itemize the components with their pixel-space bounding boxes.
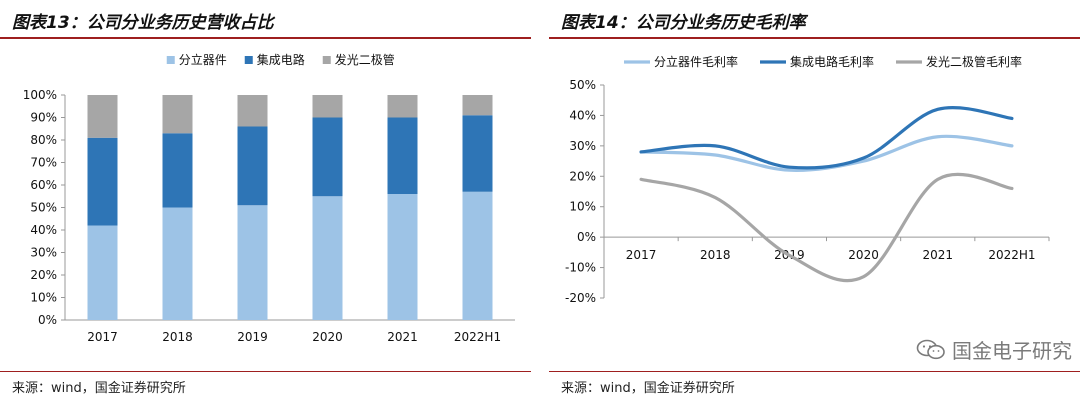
title-rule	[549, 37, 1080, 39]
bar-segment	[87, 95, 118, 138]
x-tick-label: 2022H1	[454, 330, 501, 344]
legend-swatch	[322, 56, 331, 64]
figure-label: 图表14：	[561, 13, 636, 33]
y-tick-label: 40%	[569, 108, 596, 122]
source-rule	[549, 371, 1080, 372]
x-tick-label: 2019	[237, 330, 268, 344]
legend-label: 分立器件	[179, 52, 227, 67]
bar-segment	[87, 225, 118, 320]
source-note: 来源：wind，国金证券研究所	[561, 381, 735, 396]
y-tick-label: 60%	[30, 178, 57, 192]
wechat-icon	[916, 339, 945, 359]
x-tick-label: 2020	[312, 330, 343, 344]
legend-label: 分立器件毛利率	[654, 54, 738, 69]
y-tick-label: 0%	[577, 230, 596, 244]
y-tick-label: 30%	[30, 246, 57, 260]
y-tick-label: 40%	[30, 223, 57, 237]
y-tick-label: 10%	[30, 291, 57, 305]
bar-segment	[237, 126, 268, 206]
x-tick-label: 2021	[922, 248, 953, 262]
x-tick-label: 2018	[162, 330, 193, 344]
y-tick-label: 50%	[569, 78, 596, 92]
y-tick-label: 0%	[38, 313, 57, 327]
x-tick-label: 2020	[848, 248, 879, 262]
chart-title: 公司分业务历史毛利率	[635, 13, 806, 33]
bar-segment	[87, 137, 118, 226]
series-line	[639, 134, 1014, 172]
watermark-text: 国金电子研究	[952, 339, 1072, 363]
y-tick-label: 50%	[30, 201, 57, 215]
bar-segment	[162, 133, 193, 208]
bar-segment	[462, 115, 493, 192]
source-note: 来源：wind，国金证券研究所	[12, 381, 186, 396]
y-tick-label: -20%	[565, 291, 596, 305]
y-tick-label: -10%	[565, 261, 596, 275]
y-tick-label: 10%	[569, 200, 596, 214]
legend-label: 发光二极管毛利率	[926, 54, 1022, 69]
figure-title: 图表14：公司分业务历史毛利率	[561, 8, 806, 33]
revenue-share-chart: 0% 10% 20% 30% 40% 50% 60% 70% 80% 90% 100% 2017 201…	[23, 52, 515, 344]
chart-title: 公司分业务历史营收占比	[86, 13, 274, 33]
figure-title: 图表13：公司分业务历史营收占比	[12, 8, 274, 33]
y-tick-label: 100%	[23, 88, 57, 102]
bar-segment	[387, 95, 418, 118]
title-rule	[0, 37, 531, 39]
bar-segment	[462, 95, 493, 116]
x-tick-label: 2017	[626, 248, 657, 262]
gross-margin-chart: -20%-10%0%10%20%30%40%50%2017 2018 2019 202…	[565, 54, 1050, 305]
y-tick-label: 70%	[30, 156, 57, 170]
watermark: 国金电子研究	[916, 335, 1072, 364]
y-tick-label: 80%	[30, 133, 57, 147]
bar-segment	[312, 117, 343, 197]
series-line	[639, 172, 1014, 283]
x-tick-label: 2017	[87, 330, 118, 344]
legend-label: 发光二极管	[335, 52, 395, 67]
x-tick-label: 2022H1	[988, 248, 1035, 262]
legend-label: 集成电路	[257, 52, 305, 67]
legend-label: 集成电路毛利率	[790, 54, 874, 69]
y-tick-label: 20%	[569, 169, 596, 183]
series-line	[639, 106, 1014, 170]
source-rule	[0, 371, 531, 372]
bar-segment	[387, 117, 418, 194]
x-tick-label: 2018	[700, 248, 731, 262]
legend-swatch	[244, 56, 253, 64]
bar-segment	[162, 207, 193, 320]
gross-margin-panel: 图表14：公司分业务历史毛利率 -20% -10% 0% 10% 20% 30% 40% 50…	[549, 0, 1080, 400]
figure-label: 图表13：	[12, 13, 87, 33]
x-tick-label: 2021	[387, 330, 418, 344]
legend-swatch	[166, 56, 175, 64]
bar-segment	[237, 95, 268, 127]
bar-segment	[312, 196, 343, 320]
y-tick-label: 20%	[30, 268, 57, 282]
revenue-share-panel: 图表13：公司分业务历史营收占比 0% 10% 20% 30% 40% 50% 60% 70%…	[0, 0, 531, 400]
y-tick-label: 90%	[30, 111, 57, 125]
bar-segment	[237, 205, 268, 320]
y-tick-label: 30%	[569, 139, 596, 153]
bar-segment	[387, 194, 418, 320]
bar-segment	[312, 95, 343, 118]
bar-segment	[462, 191, 493, 320]
bar-segment	[162, 95, 193, 134]
